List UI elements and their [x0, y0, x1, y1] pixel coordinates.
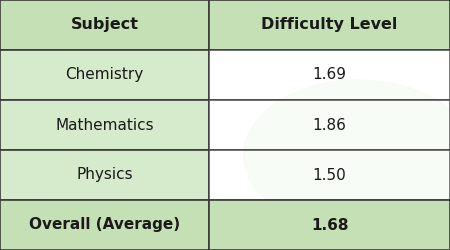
Bar — [209, 50, 450, 100]
Text: 1.68: 1.68 — [311, 218, 348, 232]
Text: Overall (Average): Overall (Average) — [29, 218, 180, 232]
Bar — [209, 0, 450, 50]
Bar — [0, 200, 209, 250]
Bar — [0, 50, 209, 100]
Ellipse shape — [244, 80, 450, 230]
Bar — [209, 100, 450, 150]
Text: 1.50: 1.50 — [313, 168, 346, 182]
Text: 1.86: 1.86 — [313, 118, 346, 132]
Text: Subject: Subject — [71, 18, 139, 32]
Text: 1.69: 1.69 — [313, 68, 346, 82]
Text: Difficulty Level: Difficulty Level — [261, 18, 398, 32]
Text: Physics: Physics — [76, 168, 133, 182]
Text: Mathematics: Mathematics — [55, 118, 154, 132]
Text: Chemistry: Chemistry — [66, 68, 144, 82]
Bar — [0, 100, 209, 150]
Bar — [209, 200, 450, 250]
Bar — [0, 0, 209, 50]
Bar — [209, 150, 450, 200]
Bar — [0, 150, 209, 200]
